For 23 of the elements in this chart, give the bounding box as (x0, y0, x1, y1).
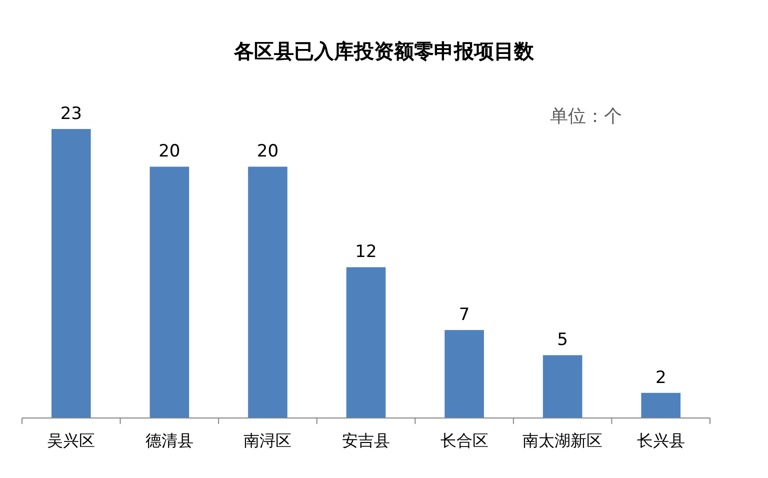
bar (542, 355, 582, 418)
x-tick-label: 长兴县 (636, 431, 685, 450)
data-label: 5 (557, 330, 568, 350)
data-label: 20 (158, 142, 180, 162)
x-tick-label: 安吉县 (342, 431, 390, 450)
text: 单位：个 (550, 106, 622, 127)
data-label: 12 (355, 242, 377, 262)
data-label: 20 (256, 142, 279, 162)
x-tick-label: 南太湖新区 (522, 431, 603, 450)
x-tick-label: 长合区 (440, 431, 488, 450)
bar (248, 166, 288, 418)
data-label: 2 (655, 368, 666, 388)
bar (444, 330, 484, 418)
x-tick-label: 南浔区 (244, 431, 292, 450)
bar (346, 267, 386, 418)
x-tick-label: 吴兴区 (47, 431, 96, 450)
bar (150, 166, 190, 418)
chart-title: 各区县已入库投资额零申报项目数 (233, 39, 535, 63)
bar (641, 392, 681, 418)
x-tick-label: 德清县 (145, 431, 194, 450)
data-label: 23 (60, 104, 82, 124)
data-label: 7 (458, 305, 470, 326)
bar (51, 129, 91, 418)
